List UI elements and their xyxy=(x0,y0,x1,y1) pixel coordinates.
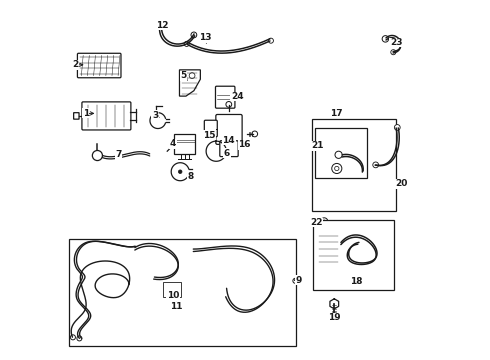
Text: 5: 5 xyxy=(181,71,187,80)
Text: 6: 6 xyxy=(224,149,230,158)
Circle shape xyxy=(320,218,328,225)
Bar xyxy=(315,128,368,178)
Circle shape xyxy=(293,278,298,283)
FancyBboxPatch shape xyxy=(216,86,235,108)
Circle shape xyxy=(184,41,189,46)
Text: 1: 1 xyxy=(83,109,89,118)
FancyBboxPatch shape xyxy=(316,231,342,266)
Text: 16: 16 xyxy=(238,140,250,149)
Text: 14: 14 xyxy=(222,136,235,145)
Circle shape xyxy=(178,170,182,174)
Circle shape xyxy=(394,125,400,130)
Bar xyxy=(69,239,296,346)
Text: 10: 10 xyxy=(167,292,179,300)
Text: 7: 7 xyxy=(115,150,122,159)
FancyBboxPatch shape xyxy=(216,114,242,144)
Text: 8: 8 xyxy=(187,172,194,181)
Circle shape xyxy=(224,146,229,151)
Circle shape xyxy=(77,336,82,341)
Text: 13: 13 xyxy=(199,33,212,42)
Text: 21: 21 xyxy=(311,141,323,150)
FancyBboxPatch shape xyxy=(74,113,79,119)
Circle shape xyxy=(252,131,258,137)
Text: 12: 12 xyxy=(156,21,169,30)
Circle shape xyxy=(391,50,396,55)
Text: 23: 23 xyxy=(390,38,402,47)
Circle shape xyxy=(159,23,164,29)
Text: 19: 19 xyxy=(328,313,341,322)
Circle shape xyxy=(323,220,326,223)
Circle shape xyxy=(191,32,197,38)
Circle shape xyxy=(189,73,195,78)
Circle shape xyxy=(269,38,273,43)
Text: 20: 20 xyxy=(395,179,408,188)
Circle shape xyxy=(335,151,342,158)
Circle shape xyxy=(332,163,342,174)
Circle shape xyxy=(335,166,339,171)
Circle shape xyxy=(382,36,389,42)
FancyBboxPatch shape xyxy=(82,102,131,130)
Text: 15: 15 xyxy=(203,130,216,139)
FancyBboxPatch shape xyxy=(77,53,121,78)
Bar xyxy=(312,119,396,211)
Text: 24: 24 xyxy=(231,92,244,101)
Polygon shape xyxy=(179,70,200,96)
Text: 3: 3 xyxy=(152,111,158,120)
Circle shape xyxy=(71,335,75,340)
Text: 2: 2 xyxy=(73,60,79,69)
Bar xyxy=(314,220,394,290)
Text: 4: 4 xyxy=(170,139,176,148)
FancyBboxPatch shape xyxy=(220,141,238,157)
Text: 18: 18 xyxy=(350,277,363,286)
Text: 11: 11 xyxy=(171,302,183,311)
Bar xyxy=(174,134,196,154)
Text: 17: 17 xyxy=(330,109,343,118)
Circle shape xyxy=(226,102,232,107)
FancyBboxPatch shape xyxy=(204,120,217,137)
Bar xyxy=(163,282,181,297)
Text: 22: 22 xyxy=(310,218,322,227)
Circle shape xyxy=(373,162,379,168)
Circle shape xyxy=(92,150,102,161)
Text: 9: 9 xyxy=(295,276,301,284)
